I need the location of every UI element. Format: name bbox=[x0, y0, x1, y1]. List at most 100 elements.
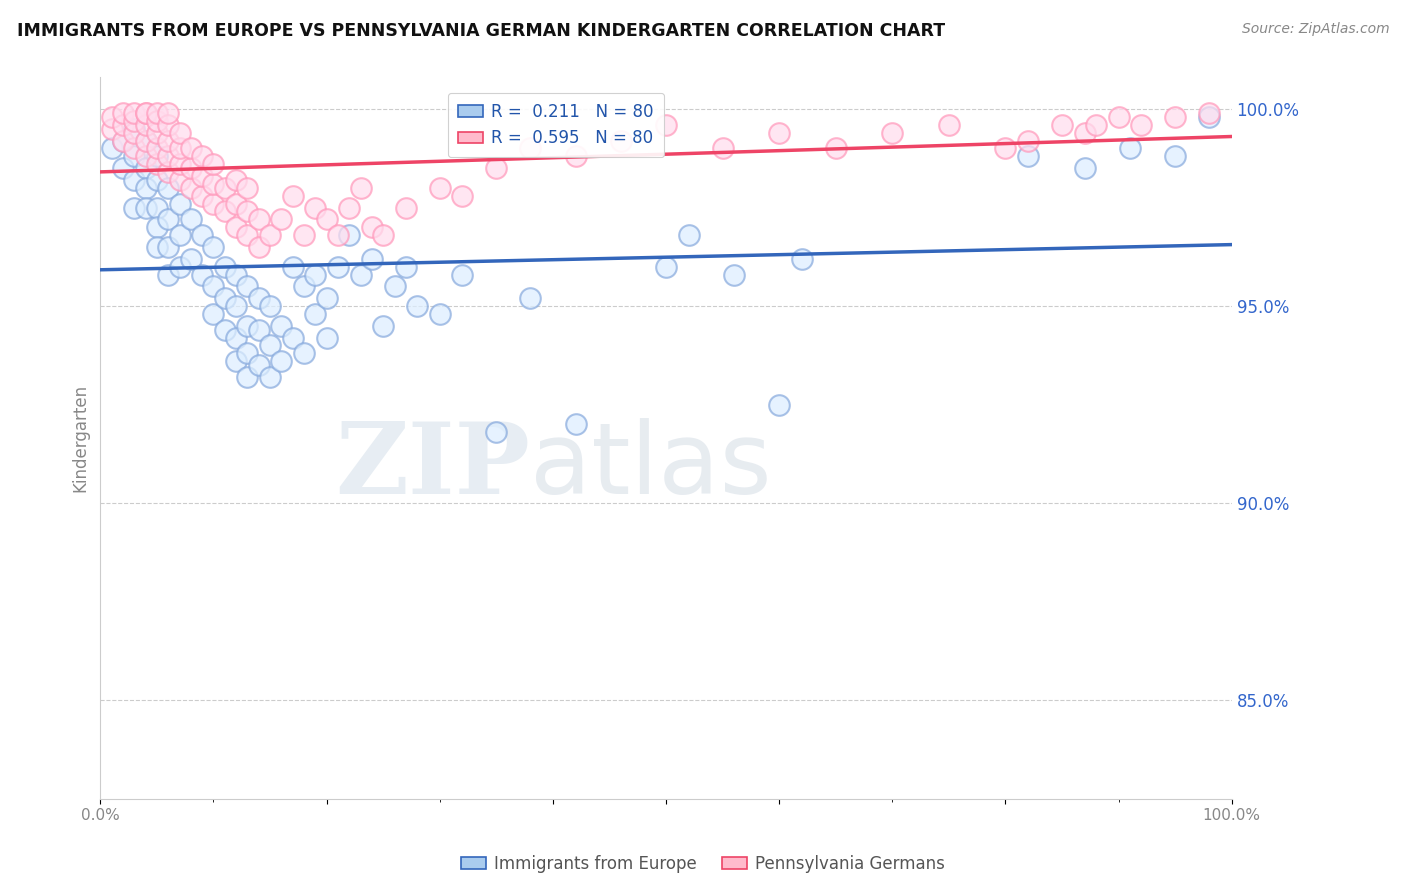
Point bbox=[135, 106, 157, 120]
Legend: R =  0.211   N = 80, R =  0.595   N = 80: R = 0.211 N = 80, R = 0.595 N = 80 bbox=[449, 93, 664, 157]
Point bbox=[124, 113, 146, 128]
Point bbox=[157, 212, 180, 227]
Legend: Immigrants from Europe, Pennsylvania Germans: Immigrants from Europe, Pennsylvania Ger… bbox=[454, 848, 952, 880]
Point bbox=[191, 228, 214, 243]
Point bbox=[124, 173, 146, 187]
Text: ZIP: ZIP bbox=[336, 418, 530, 516]
Point bbox=[259, 299, 281, 313]
Point bbox=[135, 134, 157, 148]
Point bbox=[191, 149, 214, 163]
Point bbox=[451, 268, 474, 282]
Point bbox=[135, 161, 157, 175]
Point bbox=[157, 181, 180, 195]
Point bbox=[247, 358, 270, 372]
Point bbox=[326, 228, 349, 243]
Point bbox=[225, 196, 247, 211]
Point bbox=[768, 398, 790, 412]
Point bbox=[180, 161, 202, 175]
Point bbox=[337, 201, 360, 215]
Point bbox=[304, 307, 326, 321]
Point bbox=[610, 134, 633, 148]
Point bbox=[135, 106, 157, 120]
Point bbox=[135, 134, 157, 148]
Point bbox=[292, 228, 315, 243]
Point bbox=[135, 118, 157, 132]
Point bbox=[214, 181, 236, 195]
Point bbox=[157, 165, 180, 179]
Point bbox=[146, 201, 169, 215]
Point bbox=[1198, 106, 1220, 120]
Point bbox=[1108, 110, 1130, 124]
Point bbox=[169, 260, 191, 274]
Point bbox=[202, 196, 225, 211]
Point bbox=[111, 134, 134, 148]
Point bbox=[247, 240, 270, 254]
Text: IMMIGRANTS FROM EUROPE VS PENNSYLVANIA GERMAN KINDERGARTEN CORRELATION CHART: IMMIGRANTS FROM EUROPE VS PENNSYLVANIA G… bbox=[17, 22, 945, 40]
Point bbox=[824, 141, 846, 155]
Point bbox=[360, 252, 382, 266]
Point bbox=[124, 106, 146, 120]
Point bbox=[236, 204, 259, 219]
Point bbox=[236, 181, 259, 195]
Point bbox=[202, 279, 225, 293]
Point bbox=[214, 291, 236, 305]
Point bbox=[157, 240, 180, 254]
Point bbox=[111, 106, 134, 120]
Point bbox=[485, 425, 508, 440]
Point bbox=[360, 220, 382, 235]
Point bbox=[157, 134, 180, 148]
Point bbox=[214, 204, 236, 219]
Point bbox=[304, 201, 326, 215]
Point bbox=[373, 228, 395, 243]
Point bbox=[135, 149, 157, 163]
Text: atlas: atlas bbox=[530, 418, 772, 516]
Point bbox=[100, 110, 122, 124]
Point bbox=[169, 228, 191, 243]
Point bbox=[451, 188, 474, 202]
Point bbox=[1119, 141, 1142, 155]
Point bbox=[315, 291, 337, 305]
Point bbox=[429, 181, 451, 195]
Point bbox=[157, 268, 180, 282]
Point bbox=[519, 291, 541, 305]
Point bbox=[236, 318, 259, 333]
Point bbox=[191, 169, 214, 183]
Point bbox=[180, 141, 202, 155]
Point bbox=[882, 126, 904, 140]
Point bbox=[1073, 126, 1095, 140]
Point bbox=[395, 260, 418, 274]
Point bbox=[157, 149, 180, 163]
Point bbox=[281, 188, 304, 202]
Point bbox=[225, 173, 247, 187]
Point bbox=[270, 318, 292, 333]
Point bbox=[214, 323, 236, 337]
Point bbox=[247, 212, 270, 227]
Point bbox=[225, 220, 247, 235]
Point bbox=[711, 141, 734, 155]
Point bbox=[236, 279, 259, 293]
Point bbox=[259, 338, 281, 352]
Point bbox=[678, 228, 700, 243]
Point bbox=[1130, 118, 1153, 132]
Point bbox=[270, 354, 292, 368]
Point bbox=[180, 181, 202, 195]
Point bbox=[519, 141, 541, 155]
Point bbox=[1198, 110, 1220, 124]
Point bbox=[349, 181, 371, 195]
Point bbox=[395, 201, 418, 215]
Y-axis label: Kindergarten: Kindergarten bbox=[72, 384, 89, 492]
Point bbox=[191, 268, 214, 282]
Point bbox=[485, 161, 508, 175]
Point bbox=[146, 149, 169, 163]
Point bbox=[1073, 161, 1095, 175]
Point bbox=[124, 201, 146, 215]
Point bbox=[281, 260, 304, 274]
Point bbox=[157, 106, 180, 120]
Point bbox=[202, 307, 225, 321]
Point bbox=[247, 323, 270, 337]
Point bbox=[292, 346, 315, 360]
Point bbox=[259, 228, 281, 243]
Point bbox=[564, 149, 586, 163]
Point bbox=[292, 279, 315, 293]
Point bbox=[1017, 134, 1039, 148]
